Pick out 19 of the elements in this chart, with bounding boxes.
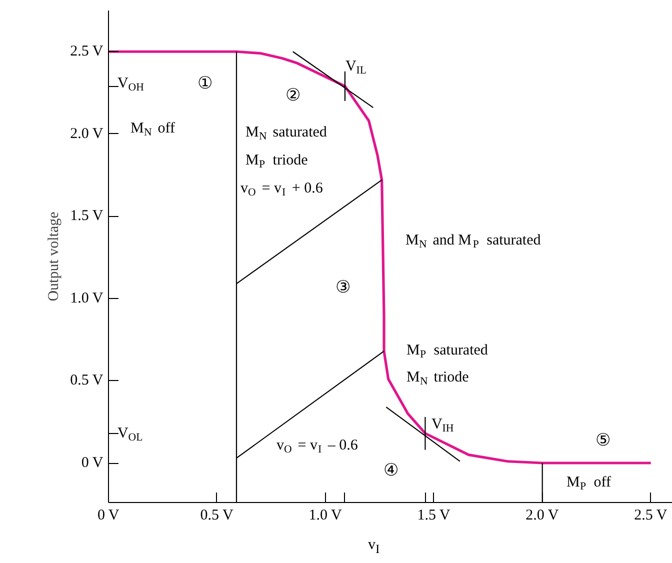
y-tick-label: 2.0 V	[70, 126, 104, 142]
annotation: ③	[336, 278, 351, 298]
x-axis-title: v$_{I}$	[368, 536, 380, 558]
x-tick-label: 1.0 V	[308, 508, 342, 524]
x-tick-label: 2.0 V	[526, 508, 559, 524]
annotation: ④	[384, 460, 399, 480]
annotation: ②	[286, 86, 301, 106]
y-tick-label: 0.5 V	[70, 372, 104, 389]
y-axis-title: Output voltage	[46, 211, 62, 302]
x-tick-label: 2.5 V	[634, 508, 668, 524]
x-tick-label: 1.5 V	[417, 508, 450, 524]
y-tick-label: 1.5 V	[70, 208, 104, 224]
x-tick-label: 0.5 V	[200, 508, 234, 524]
y-tick-label: 2.5 V	[70, 44, 104, 60]
annotation: ①	[198, 74, 213, 94]
y-tick-label: 0 V	[81, 455, 104, 472]
y-tick-label: 1.0 V	[70, 290, 104, 306]
annotation: ⑤	[596, 430, 611, 450]
x-tick-label: 0 V	[97, 508, 120, 524]
